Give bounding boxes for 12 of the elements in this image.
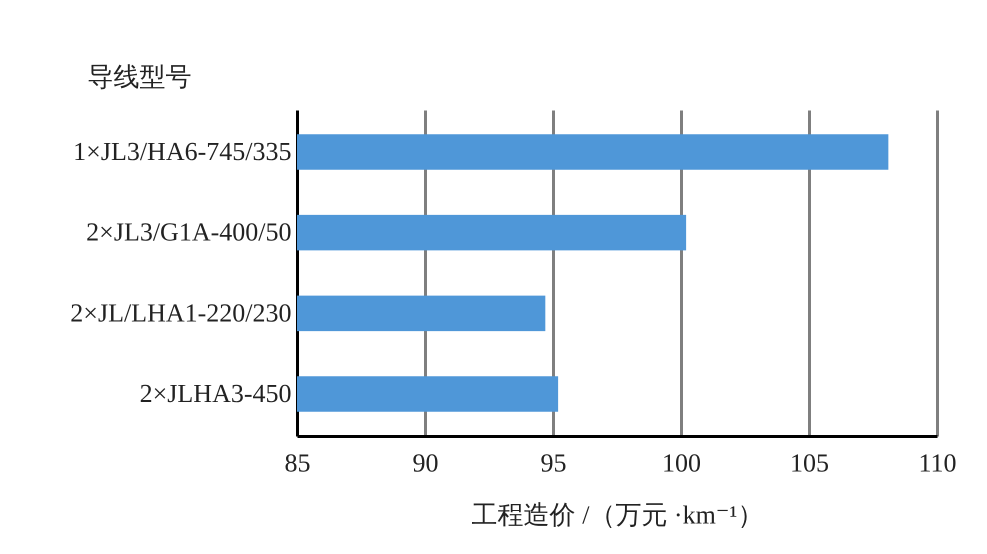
x-tick-label: 90	[412, 448, 438, 478]
y-tick-label: 2×JL/LHA1-220/230	[70, 298, 292, 328]
y-axis-title: 导线型号	[88, 62, 192, 92]
x-tick-label: 85	[284, 448, 310, 478]
x-tick-label: 100	[662, 448, 701, 478]
y-tick-label: 1×JL3/HA6-745/335	[73, 136, 292, 166]
y-tick-label: 2×JL3/G1A-400/50	[86, 218, 292, 247]
x-tick-label: 95	[540, 448, 566, 478]
x-tick-label: 105	[790, 448, 829, 478]
x-tick-label: 110	[918, 448, 957, 478]
y-tick-label: 2×JLHA3-450	[140, 379, 292, 408]
x-axis-title: 工程造价 /（万元 ·km⁻¹）	[472, 500, 764, 530]
